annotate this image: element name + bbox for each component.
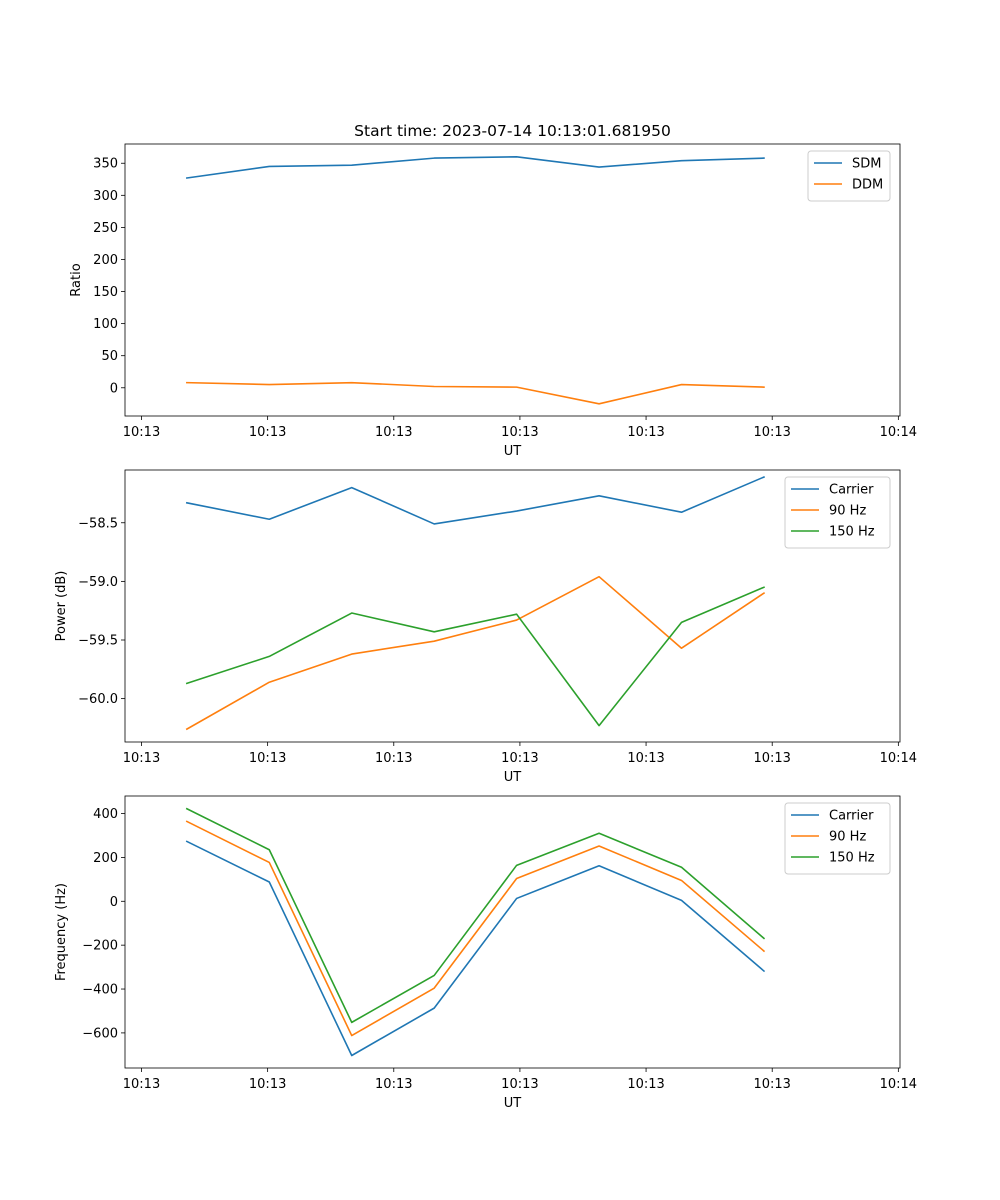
series-line-sdm (185, 156, 765, 179)
legend-label: Carrier (829, 809, 874, 824)
axes-frame (124, 795, 901, 1069)
y-tick-label: −600 (82, 1026, 118, 1041)
x-axis-label: UT (504, 770, 522, 785)
x-tick-label: 10:13 (123, 425, 160, 440)
frequency-panel: 10:13 10:13 10:13 10:13 10:13 10:13 10:14 −600 −… (54, 795, 917, 1111)
x-tick-label: 10:13 (375, 751, 412, 766)
x-axis-label: UT (504, 444, 522, 459)
y-tick-label: 0 (110, 381, 118, 396)
x-tick-label: 10:13 (501, 425, 538, 440)
y-tick-label: 350 (93, 157, 118, 172)
legend-label: 90 Hz (829, 504, 866, 519)
y-tick-label: −58.5 (78, 516, 118, 531)
y-axis-label: Ratio (69, 263, 84, 296)
legend-label: 90 Hz (829, 830, 866, 845)
legend-label: SDM (852, 157, 881, 172)
y-tick-label: −59.5 (78, 634, 118, 649)
x-tick-label: 10:13 (123, 1077, 160, 1092)
x-tick-label: 10:13 (375, 425, 412, 440)
y-tick-label: −60.0 (78, 692, 118, 707)
x-tick-label: 10:13 (249, 425, 286, 440)
y-tick-label: 250 (93, 221, 118, 236)
power-panel: 10:13 10:13 10:13 10:13 10:13 10:13 10:14 −60.0… (54, 469, 917, 785)
legend-label: 150 Hz (829, 851, 875, 866)
legend: Carrier 90 Hz 150 Hz (784, 802, 891, 875)
y-tick-label: 300 (93, 189, 118, 204)
y-tick-label: 200 (93, 851, 118, 866)
chart-title: Start time: 2023-07-14 10:13:01.681950 (354, 122, 671, 140)
x-tick-label: 10:13 (627, 1077, 664, 1092)
x-tick-label: 10:14 (880, 1077, 917, 1092)
series-line-90-hz (185, 820, 766, 1037)
axes-frame (124, 469, 901, 743)
x-tick-label: 10:13 (249, 1077, 286, 1092)
legend-label: 150 Hz (829, 525, 875, 540)
y-tick-label: 100 (93, 317, 118, 332)
y-axis-label: Power (dB) (54, 571, 69, 642)
legend: SDM DDM (807, 150, 891, 202)
x-tick-label: 10:13 (627, 751, 664, 766)
series-line-150-hz (185, 807, 766, 1024)
axes-frame (124, 143, 901, 417)
x-tick-label: 10:13 (501, 751, 538, 766)
x-tick-label: 10:14 (880, 751, 917, 766)
y-tick-label: 150 (93, 285, 118, 300)
x-tick-label: 10:14 (880, 425, 917, 440)
x-tick-label: 10:13 (501, 1077, 538, 1092)
x-tick-label: 10:13 (753, 751, 790, 766)
x-tick-label: 10:13 (753, 1077, 790, 1092)
y-tick-label: −59.0 (78, 575, 118, 590)
legend-label: Carrier (829, 483, 874, 498)
x-tick-label: 10:13 (627, 425, 664, 440)
y-tick-label: 50 (101, 349, 118, 364)
x-tick-label: 10:13 (249, 751, 286, 766)
y-tick-label: −200 (82, 939, 118, 954)
series-line-150-hz (185, 586, 766, 727)
x-tick-label: 10:13 (753, 425, 790, 440)
series-line-ddm (186, 381, 765, 405)
series-line-carrier (185, 840, 766, 1057)
y-axis-label: Frequency (Hz) (54, 883, 69, 981)
legend-label: DDM (852, 178, 883, 193)
x-tick-label: 10:13 (375, 1077, 412, 1092)
legend: Carrier 90 Hz 150 Hz (784, 476, 891, 549)
series-line-90-hz (185, 575, 766, 731)
y-tick-label: 0 (110, 895, 118, 910)
series-line-carrier (185, 475, 766, 525)
x-axis-label: UT (504, 1096, 522, 1111)
y-tick-label: 400 (93, 807, 118, 822)
y-tick-label: 200 (93, 253, 118, 268)
y-tick-label: −400 (82, 983, 118, 998)
ratio-panel: 10:13 10:13 10:13 10:13 10:13 10:13 10:14 0 50 10… (69, 122, 917, 459)
x-tick-label: 10:13 (123, 751, 160, 766)
